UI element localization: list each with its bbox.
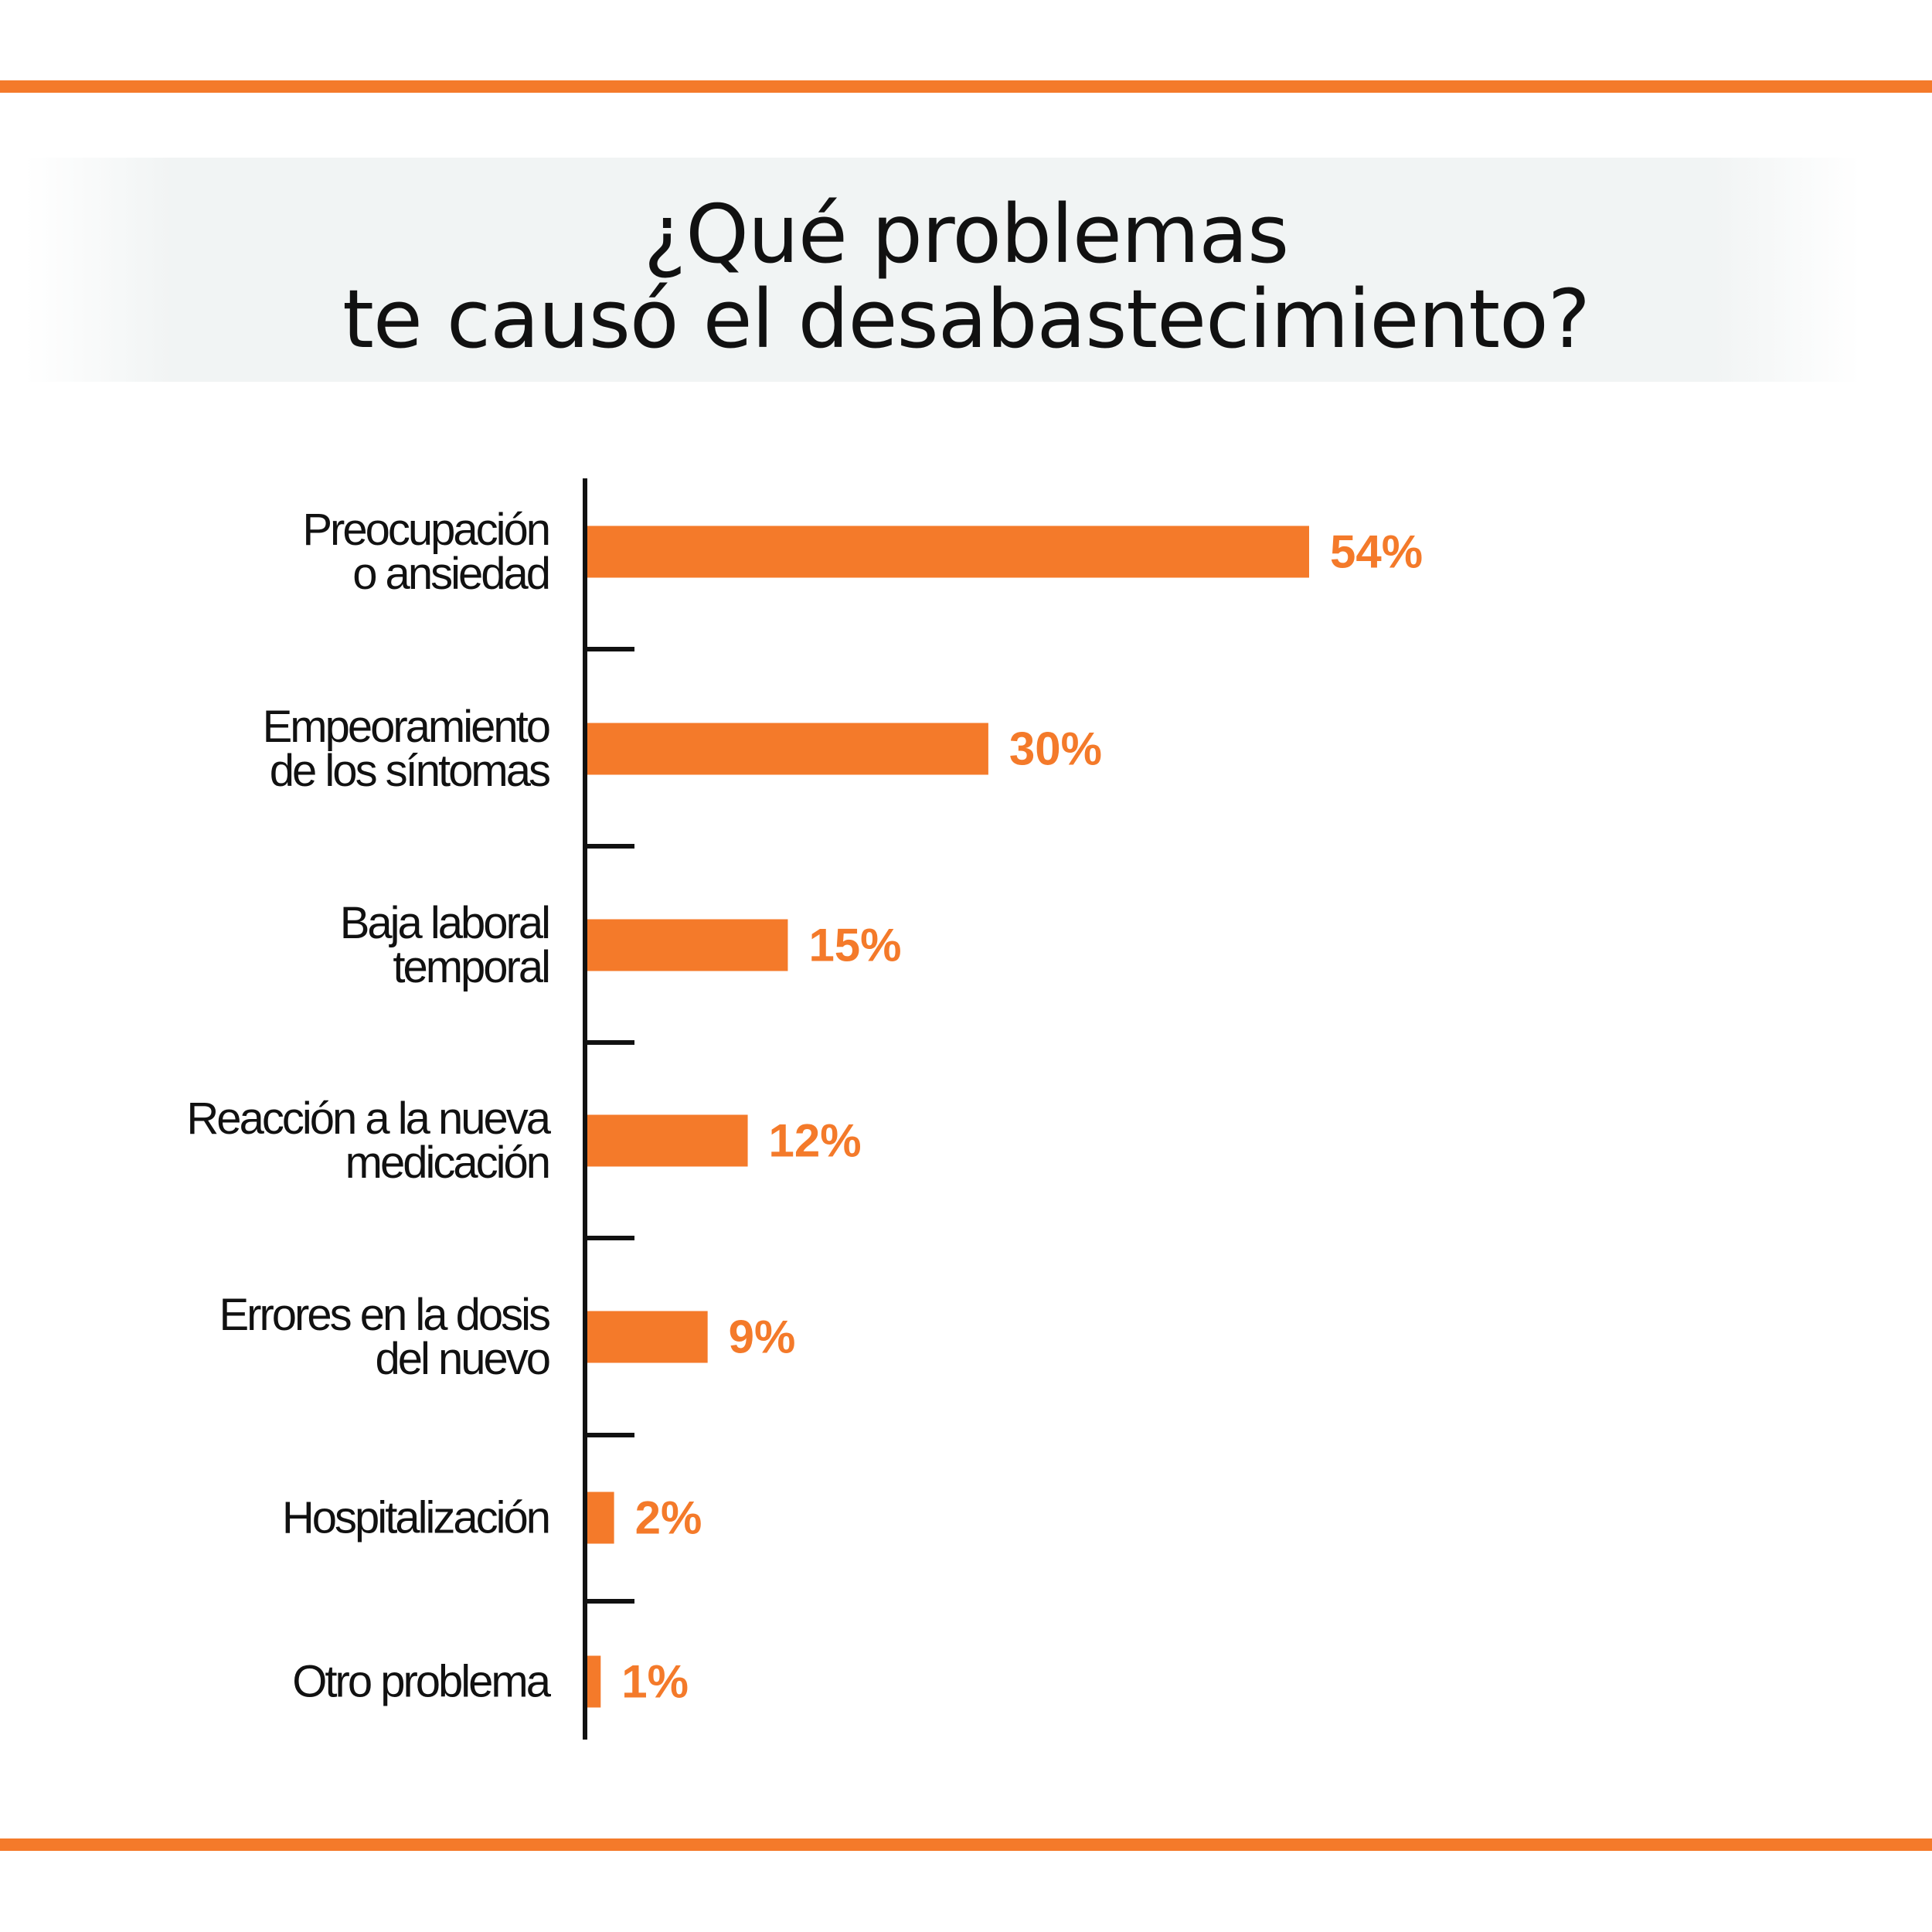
category-label: Reacción a la nueva medicación bbox=[186, 1094, 551, 1188]
category-label: Empeoramiento de los síntomas bbox=[262, 702, 551, 796]
bar bbox=[587, 526, 1309, 578]
category-label: Errores en la dosis del nuevo bbox=[219, 1290, 551, 1384]
bottom-rule bbox=[0, 1838, 1932, 1851]
category-label: Otro problema bbox=[292, 1656, 551, 1707]
top-rule bbox=[0, 80, 1932, 93]
bar bbox=[587, 1114, 748, 1167]
value-label: 15% bbox=[808, 919, 902, 971]
bar bbox=[587, 919, 788, 971]
category-label: Baja laboral temporal bbox=[339, 898, 551, 992]
category-label: Preocupación o ansiedad bbox=[302, 505, 551, 599]
value-label: 12% bbox=[768, 1114, 862, 1167]
title-band bbox=[25, 158, 1860, 382]
value-label: 54% bbox=[1330, 526, 1423, 578]
value-label: 1% bbox=[621, 1655, 689, 1708]
bar bbox=[587, 1492, 614, 1544]
value-label: 2% bbox=[634, 1492, 702, 1544]
value-label: 30% bbox=[1009, 723, 1102, 775]
value-label: 9% bbox=[728, 1311, 796, 1363]
bar bbox=[587, 723, 988, 775]
bar bbox=[587, 1655, 601, 1708]
chart-title: ¿Qué problemas te causó el desabastecimi… bbox=[342, 187, 1590, 366]
bar bbox=[587, 1311, 708, 1363]
category-label: Hospitalización bbox=[281, 1492, 551, 1543]
